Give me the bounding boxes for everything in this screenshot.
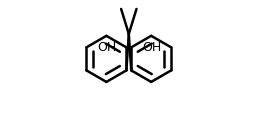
- Text: OH: OH: [97, 41, 117, 54]
- Text: OH: OH: [142, 41, 162, 54]
